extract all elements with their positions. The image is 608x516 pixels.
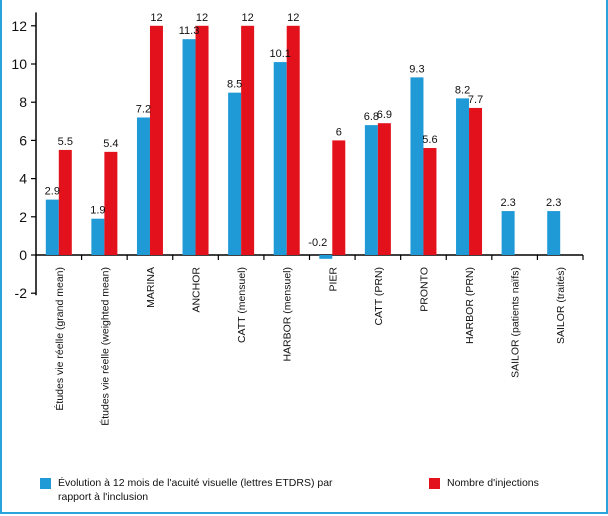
category-label-6: PIER <box>327 267 339 292</box>
legend-swatch-red <box>429 478 440 489</box>
y-tick-label: 10 <box>11 56 27 72</box>
data-label-acuity-9: 8.2 <box>455 84 470 96</box>
legend-swatch-blue <box>40 478 51 489</box>
data-label-acuity-5: 10.1 <box>269 48 290 60</box>
bar-acuity-3 <box>182 39 196 255</box>
bar-acuity-1 <box>91 218 105 255</box>
data-label-acuity-1: 1.9 <box>90 205 105 217</box>
bar-injections-5 <box>286 25 300 255</box>
data-label-acuity-10: 2.3 <box>500 197 515 209</box>
bar-acuity-5 <box>273 62 287 256</box>
category-label-10: SAILOR (patients naïfs) <box>510 267 522 378</box>
bar-acuity-11 <box>547 211 561 255</box>
y-tick-label: 4 <box>19 171 27 187</box>
category-label-4: CATT (mensuel) <box>236 267 248 343</box>
bar-injections-6 <box>332 140 346 255</box>
data-label-acuity-2: 7.2 <box>136 103 151 115</box>
legend-label-series-0-line-2: rapport à l'inclusion <box>58 491 149 503</box>
y-tick-label: 0 <box>19 247 27 263</box>
category-label-2: MARINA <box>145 267 157 308</box>
y-tick-label: 12 <box>11 18 27 34</box>
data-label-acuity-6: -0.2 <box>308 237 327 249</box>
category-label-1: Études vie réelle (weighted mean) <box>98 267 111 426</box>
bar-injections-1 <box>104 151 118 255</box>
bar-acuity-6 <box>319 255 333 259</box>
data-label-injections-0: 5.5 <box>58 136 73 148</box>
bar-acuity-4 <box>228 92 242 256</box>
category-label-0: Études vie réelle (grand mean) <box>53 267 66 411</box>
bar-injections-2 <box>149 25 163 255</box>
data-label-acuity-3: 11.3 <box>179 25 200 37</box>
category-label-8: PRONTO <box>418 267 430 312</box>
bars <box>45 25 561 259</box>
bar-injections-0 <box>58 149 72 255</box>
category-label-9: HARBOR (PRN) <box>464 267 476 344</box>
y-tick-label: -2 <box>15 285 28 301</box>
bar-injections-3 <box>195 25 209 255</box>
data-label-acuity-8: 9.3 <box>409 63 424 75</box>
data-label-injections-6: 6 <box>336 126 342 138</box>
legend-label-series-0-line-1: Évolution à 12 mois de l'acuité visuelle… <box>58 477 333 489</box>
legend-label-series-1: Nombre d'injections <box>447 477 539 489</box>
data-label-injections-5: 12 <box>287 12 299 24</box>
data-label-acuity-0: 2.9 <box>45 186 60 198</box>
bar-acuity-8 <box>410 77 424 256</box>
bar-acuity-7 <box>364 125 378 256</box>
category-label-7: CATT (PRN) <box>373 267 385 326</box>
data-label-injections-7: 6.9 <box>377 109 392 121</box>
bar-acuity-2 <box>136 117 150 255</box>
data-label-injections-4: 12 <box>242 12 254 24</box>
data-label-acuity-4: 8.5 <box>227 79 242 91</box>
bar-injections-4 <box>241 25 255 255</box>
data-label-acuity-7: 6.8 <box>364 111 379 123</box>
bar-injections-8 <box>423 148 437 255</box>
y-axis-ticks: -2 0 2 4 6 8 10 12 <box>11 18 584 301</box>
data-label-acuity-11: 2.3 <box>546 197 561 209</box>
y-tick-label: 6 <box>19 132 27 148</box>
category-label-11: SAILOR (traités) <box>555 267 567 344</box>
bar-acuity-0 <box>45 199 59 255</box>
data-label-injections-8: 5.6 <box>422 134 437 146</box>
data-label-injections-1: 5.4 <box>103 138 118 150</box>
chart-axes <box>35 12 583 296</box>
data-label-injections-9: 7.7 <box>468 94 483 106</box>
data-labels: 2.95.51.95.47.21211.3128.51210.112-0.266… <box>45 12 562 249</box>
y-tick-label: 2 <box>19 209 27 225</box>
bar-acuity-10 <box>501 211 515 255</box>
category-label-3: ANCHOR <box>191 267 203 313</box>
data-label-injections-2: 12 <box>150 12 162 24</box>
category-label-5: HARBOR (mensuel) <box>282 267 294 362</box>
category-labels: Études vie réelle (grand mean) Études vie… <box>53 267 567 426</box>
bar-acuity-9 <box>456 98 470 255</box>
y-tick-label: 8 <box>19 94 27 110</box>
data-label-injections-3: 12 <box>196 12 208 24</box>
bar-injections-9 <box>469 107 483 256</box>
bar-injections-7 <box>377 123 391 256</box>
